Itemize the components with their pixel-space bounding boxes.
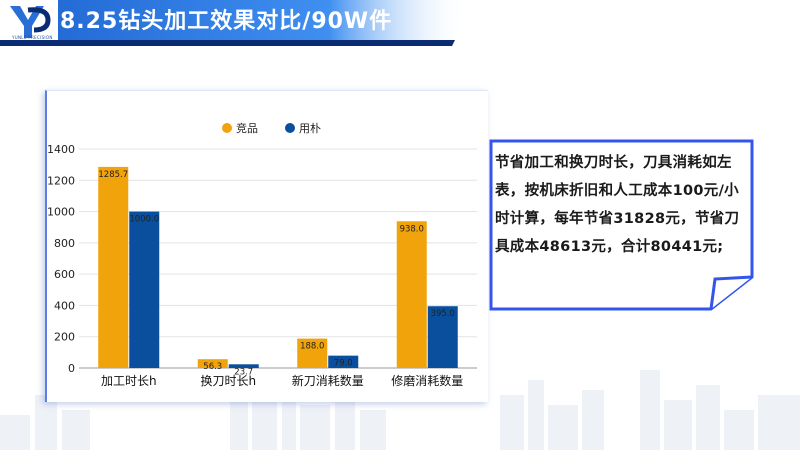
bar-chart: 0 200 400 600 800 1000 1200 1400 1285.7 1000.0 加工时… xyxy=(47,121,477,388)
data-label: 1000.0 xyxy=(129,215,159,225)
y-tick-label: 1200 xyxy=(47,174,75,187)
legend-label: 竞品 xyxy=(236,121,258,135)
y-tick-label: 1000 xyxy=(47,206,75,219)
bar-competitor xyxy=(197,359,228,368)
page-title: 8.25钻头加工效果对比/90W件 xyxy=(60,9,393,34)
y-tick-label: 200 xyxy=(54,331,75,344)
skyline-background xyxy=(0,370,800,450)
x-tick-label: 加工时长h xyxy=(101,374,157,388)
data-label: 938.0 xyxy=(400,224,424,234)
bar-yongpu xyxy=(328,355,359,368)
x-tick-label: 新刀消耗数量 xyxy=(292,373,364,388)
bar-competitor xyxy=(396,221,427,368)
data-label: 23.7 xyxy=(234,367,253,377)
chart-card: 0 200 400 600 800 1000 1200 1400 1285.7 1000.0 加工时… xyxy=(45,90,488,402)
bar-yongpu xyxy=(228,364,259,368)
legend-marker xyxy=(285,123,295,133)
bar-yongpu xyxy=(427,306,458,368)
data-label: 56.3 xyxy=(203,362,222,372)
data-label: 395.0 xyxy=(431,309,455,319)
y-tick-label: 400 xyxy=(54,299,75,312)
note-text: 节省加工和换刀时长，刀具消耗如左表，按机床折旧和人工成本100元/小时计算，每年… xyxy=(495,155,740,255)
note-frame xyxy=(489,139,754,311)
note-card: 节省加工和换刀时长，刀具消耗如左表，按机床折旧和人工成本100元/小时计算，每年… xyxy=(489,139,754,311)
header-banner: YUNLU PRECISION 8.25钻头加工效果对比/90W件 xyxy=(0,0,800,46)
data-label: 1285.7 xyxy=(98,170,128,180)
logo-caption: YUNLU PRECISION xyxy=(12,35,53,40)
data-label: 79.0 xyxy=(334,359,353,369)
bar-competitor xyxy=(297,338,328,368)
bar-yongpu xyxy=(129,211,160,368)
company-logo xyxy=(10,6,51,38)
data-label: 188.0 xyxy=(300,342,324,352)
legend-label: 用朴 xyxy=(299,121,321,135)
y-tick-label: 600 xyxy=(54,268,75,281)
legend-marker xyxy=(222,123,232,133)
x-tick-label: 换刀时长h xyxy=(200,374,256,388)
bar-competitor xyxy=(98,166,129,368)
x-tick-label: 修磨消耗数量 xyxy=(391,373,463,388)
y-tick-label: 0 xyxy=(68,362,75,375)
y-tick-label: 800 xyxy=(54,237,75,250)
y-tick-label: 1400 xyxy=(47,143,75,156)
